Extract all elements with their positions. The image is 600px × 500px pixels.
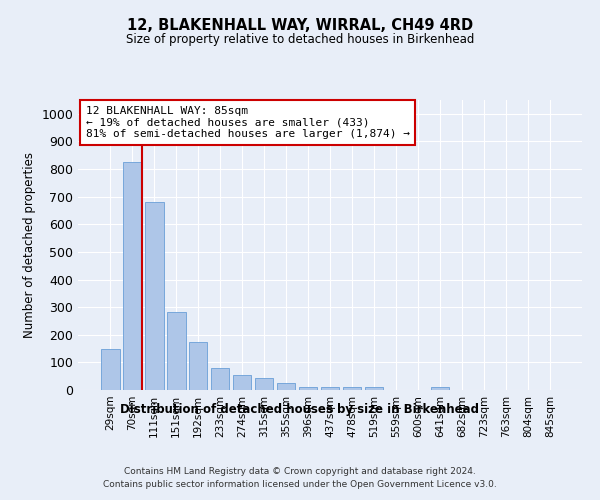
- Text: Size of property relative to detached houses in Birkenhead: Size of property relative to detached ho…: [126, 32, 474, 46]
- Bar: [299, 386, 317, 390]
- Text: 12 BLAKENHALL WAY: 85sqm
← 19% of detached houses are smaller (433)
81% of semi-: 12 BLAKENHALL WAY: 85sqm ← 19% of detach…: [86, 106, 410, 139]
- Text: Contains HM Land Registry data © Crown copyright and database right 2024.: Contains HM Land Registry data © Crown c…: [124, 468, 476, 476]
- Bar: [277, 383, 295, 390]
- Text: Distribution of detached houses by size in Birkenhead: Distribution of detached houses by size …: [121, 402, 479, 415]
- Bar: [343, 387, 361, 390]
- Bar: [431, 386, 449, 390]
- Bar: [189, 342, 208, 390]
- Bar: [365, 387, 383, 390]
- Bar: [101, 348, 119, 390]
- Bar: [167, 312, 185, 390]
- Bar: [211, 368, 229, 390]
- Text: 12, BLAKENHALL WAY, WIRRAL, CH49 4RD: 12, BLAKENHALL WAY, WIRRAL, CH49 4RD: [127, 18, 473, 32]
- Bar: [320, 387, 340, 390]
- Bar: [123, 162, 142, 390]
- Bar: [145, 202, 164, 390]
- Text: Contains public sector information licensed under the Open Government Licence v3: Contains public sector information licen…: [103, 480, 497, 489]
- Y-axis label: Number of detached properties: Number of detached properties: [23, 152, 36, 338]
- Bar: [233, 376, 251, 390]
- Bar: [255, 378, 274, 390]
